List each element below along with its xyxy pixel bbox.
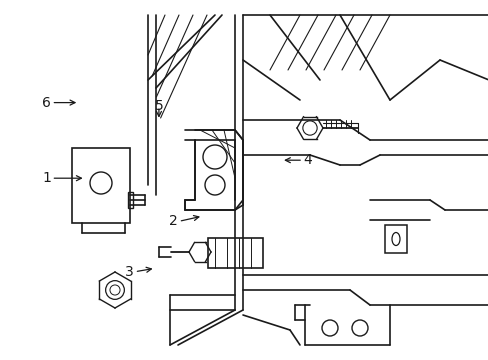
Text: 4: 4 <box>303 153 312 167</box>
Text: 2: 2 <box>169 215 178 228</box>
Text: 5: 5 <box>154 99 163 113</box>
Text: 3: 3 <box>125 265 134 279</box>
Bar <box>72 148 130 223</box>
Text: 6: 6 <box>42 96 51 109</box>
Bar <box>128 192 133 208</box>
Bar <box>384 225 406 253</box>
Bar <box>207 238 263 268</box>
Text: 1: 1 <box>42 171 51 185</box>
